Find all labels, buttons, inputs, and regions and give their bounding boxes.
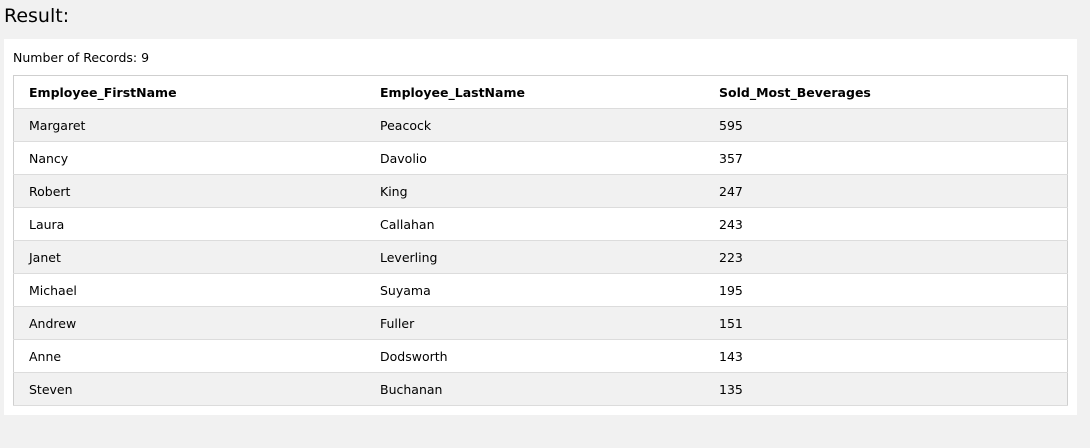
last-name-cell: Suyama <box>365 273 704 307</box>
column-header-sold-most-beverages: Sold_Most_Beverages <box>704 75 1068 109</box>
first-name-cell: Janet <box>13 240 365 274</box>
beverages-count-cell: 151 <box>704 306 1068 340</box>
table-row: Andrew Fuller 151 <box>13 306 1068 340</box>
table-row: Laura Callahan 243 <box>13 207 1068 241</box>
last-name-cell: Fuller <box>365 306 704 340</box>
first-name-cell: Anne <box>13 339 365 373</box>
beverages-count-cell: 243 <box>704 207 1068 241</box>
first-name-cell: Nancy <box>13 141 365 175</box>
first-name-cell: Michael <box>13 273 365 307</box>
table-row: Margaret Peacock 595 <box>13 108 1068 142</box>
first-name-cell: Margaret <box>13 108 365 142</box>
beverages-count-cell: 357 <box>704 141 1068 175</box>
result-panel: Number of Records: 9 Employee_FirstName E… <box>4 39 1077 415</box>
beverages-count-cell: 595 <box>704 108 1068 142</box>
record-count-value: 9 <box>141 50 150 65</box>
table-row: Michael Suyama 195 <box>13 273 1068 307</box>
first-name-cell: Andrew <box>13 306 365 340</box>
beverages-count-cell: 247 <box>704 174 1068 208</box>
result-table: Employee_FirstName Employee_LastName Sol… <box>13 75 1068 406</box>
last-name-cell: King <box>365 174 704 208</box>
last-name-cell: Peacock <box>365 108 704 142</box>
last-name-cell: Davolio <box>365 141 704 175</box>
table-row: Anne Dodsworth 143 <box>13 339 1068 373</box>
table-body: Margaret Peacock 595 Nancy Davolio 357 R… <box>13 108 1068 406</box>
record-count-label: Number of Records: <box>13 50 138 65</box>
first-name-cell: Steven <box>13 372 365 406</box>
last-name-cell: Leverling <box>365 240 704 274</box>
column-header-employee-firstname: Employee_FirstName <box>13 75 365 109</box>
first-name-cell: Laura <box>13 207 365 241</box>
last-name-cell: Callahan <box>365 207 704 241</box>
result-heading: Result: <box>4 5 70 27</box>
table-row: Steven Buchanan 135 <box>13 372 1068 406</box>
beverages-count-cell: 135 <box>704 372 1068 406</box>
last-name-cell: Buchanan <box>365 372 704 406</box>
beverages-count-cell: 143 <box>704 339 1068 373</box>
column-header-employee-lastname: Employee_LastName <box>365 75 704 109</box>
table-row: Janet Leverling 223 <box>13 240 1068 274</box>
last-name-cell: Dodsworth <box>365 339 704 373</box>
first-name-cell: Robert <box>13 174 365 208</box>
table-row: Nancy Davolio 357 <box>13 141 1068 175</box>
table-row: Robert King 247 <box>13 174 1068 208</box>
beverages-count-cell: 223 <box>704 240 1068 274</box>
table-header-row: Employee_FirstName Employee_LastName Sol… <box>13 75 1068 109</box>
record-count: Number of Records: 9 <box>13 50 149 66</box>
beverages-count-cell: 195 <box>704 273 1068 307</box>
